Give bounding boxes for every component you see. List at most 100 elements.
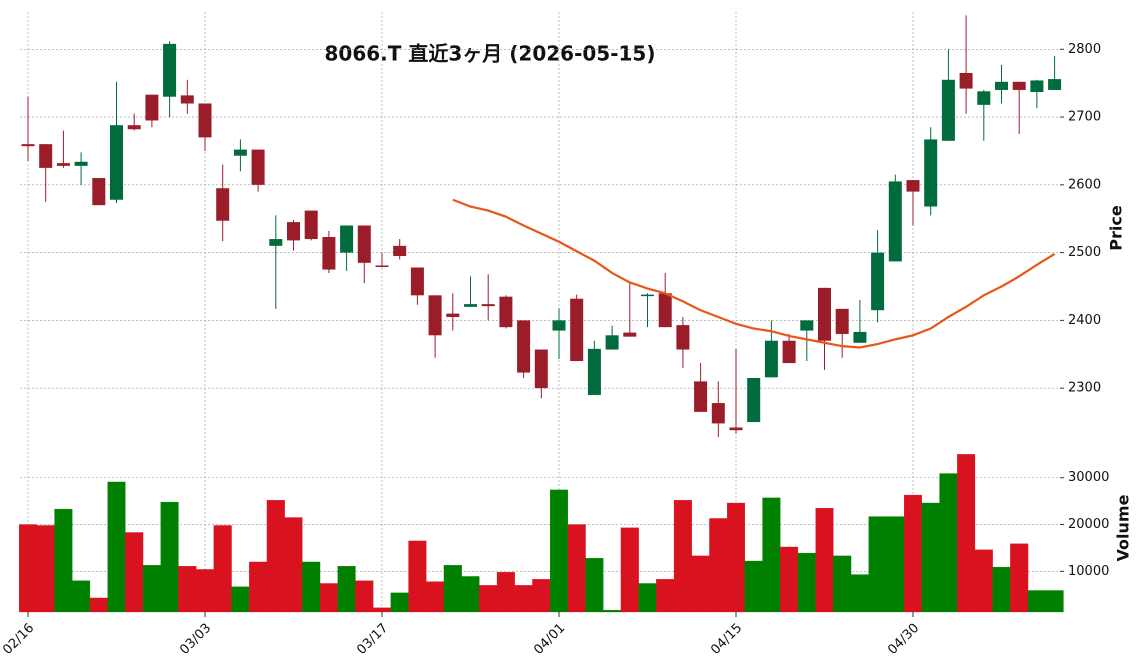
candle-body [871, 252, 885, 311]
candle-body [1048, 79, 1062, 90]
volume-bar [142, 565, 161, 613]
volume-axis-label: Volume [1114, 494, 1133, 561]
candle-body [198, 103, 212, 138]
moving-average [452, 198, 1056, 349]
volume-bar [673, 500, 692, 613]
volume-bar [709, 518, 728, 613]
candle-body [764, 340, 778, 378]
y-axis-label: Price [1107, 205, 1126, 251]
candle-body [304, 210, 318, 240]
candle-body [924, 139, 938, 207]
candle-body [163, 43, 177, 97]
candle-body [906, 180, 920, 192]
volume-bar [36, 525, 55, 613]
candle-body [747, 378, 761, 423]
volume-bar [620, 527, 639, 613]
candle-body [127, 125, 141, 130]
candle-body [375, 265, 389, 267]
chart-title: 8066.T 直近3ヶ月 (2026-05-15) [325, 42, 656, 66]
volume-bar [1045, 590, 1064, 613]
candle-body [605, 335, 619, 350]
volume-bar [567, 524, 586, 613]
volume-bar [319, 583, 338, 613]
volume-bar [797, 552, 816, 613]
x-tick-label: 04/01 [531, 621, 568, 658]
volume-bar [921, 502, 940, 613]
candle-body [977, 91, 991, 105]
volume-tick-label: 10000 [1068, 564, 1109, 579]
candle-body [853, 331, 867, 343]
volume-bar [337, 566, 356, 613]
volume-bar [585, 558, 604, 613]
volume-bar [833, 555, 852, 613]
volume-bar [691, 555, 710, 613]
candle-body [552, 320, 566, 331]
volume-bar [780, 546, 799, 613]
candle-body [676, 325, 690, 350]
candle-body [499, 296, 513, 328]
volume-bar [372, 607, 391, 613]
x-tick-label: 04/30 [885, 621, 922, 658]
volume-bar [904, 494, 923, 613]
volume-bar [479, 585, 498, 613]
volume-bar [957, 454, 976, 613]
volume-bar [408, 540, 427, 613]
volume-bar [125, 532, 144, 613]
volume-bar [195, 569, 214, 613]
candle-body [711, 403, 725, 424]
volume-bar [390, 592, 409, 613]
candle-body [800, 320, 814, 331]
volume-bar [815, 508, 834, 613]
x-tick-label: 04/15 [708, 621, 745, 658]
volume-bar [54, 508, 73, 613]
candle-body [251, 149, 265, 185]
volume-bar [550, 489, 569, 613]
volume-bar [1010, 543, 1029, 613]
candle-body [410, 267, 424, 296]
candle-body [110, 125, 123, 200]
candle-body [446, 313, 460, 317]
candle-body [92, 178, 106, 206]
volume-bar [461, 576, 480, 613]
y-tick-label: 2400 [1068, 313, 1101, 328]
candle-body [393, 245, 407, 256]
volume-bar [1027, 590, 1046, 613]
candle-body [1012, 81, 1026, 90]
volume-bar [992, 566, 1011, 613]
volume-bar [603, 609, 622, 613]
candle-body [322, 237, 336, 270]
candle-body [287, 222, 300, 241]
candle-body [340, 225, 354, 253]
candle-body [995, 81, 1008, 90]
candle-body [959, 73, 973, 89]
candle-body [74, 161, 88, 166]
candle-body [534, 349, 548, 389]
volume-bar [868, 516, 887, 613]
candle-body [641, 294, 654, 297]
volume-bar [107, 481, 126, 613]
volume-bar [514, 585, 533, 613]
x-tick-label: 02/16 [0, 621, 37, 658]
volume-bar [886, 516, 905, 613]
volume-bar [426, 581, 445, 613]
candle-body [517, 320, 531, 373]
candle-body [1030, 80, 1044, 92]
volume-bar [355, 580, 374, 613]
candle-body [729, 427, 743, 431]
volume-bar [974, 549, 993, 613]
volume-bar [532, 579, 551, 613]
volume-bar [284, 517, 303, 613]
volume-bar [231, 586, 250, 613]
y-tick-label: 2300 [1068, 381, 1101, 396]
y-tick-label: 2700 [1068, 110, 1101, 125]
volume-bar [727, 502, 746, 613]
candle-body [180, 95, 194, 104]
candle-body [782, 340, 796, 364]
candle-body [818, 287, 831, 341]
candle-body [658, 293, 672, 328]
candle-body [428, 295, 442, 336]
candle-body [694, 381, 708, 412]
y-tick-label: 2800 [1068, 42, 1101, 57]
volume-bar [496, 572, 515, 613]
volume-bar [249, 561, 268, 613]
